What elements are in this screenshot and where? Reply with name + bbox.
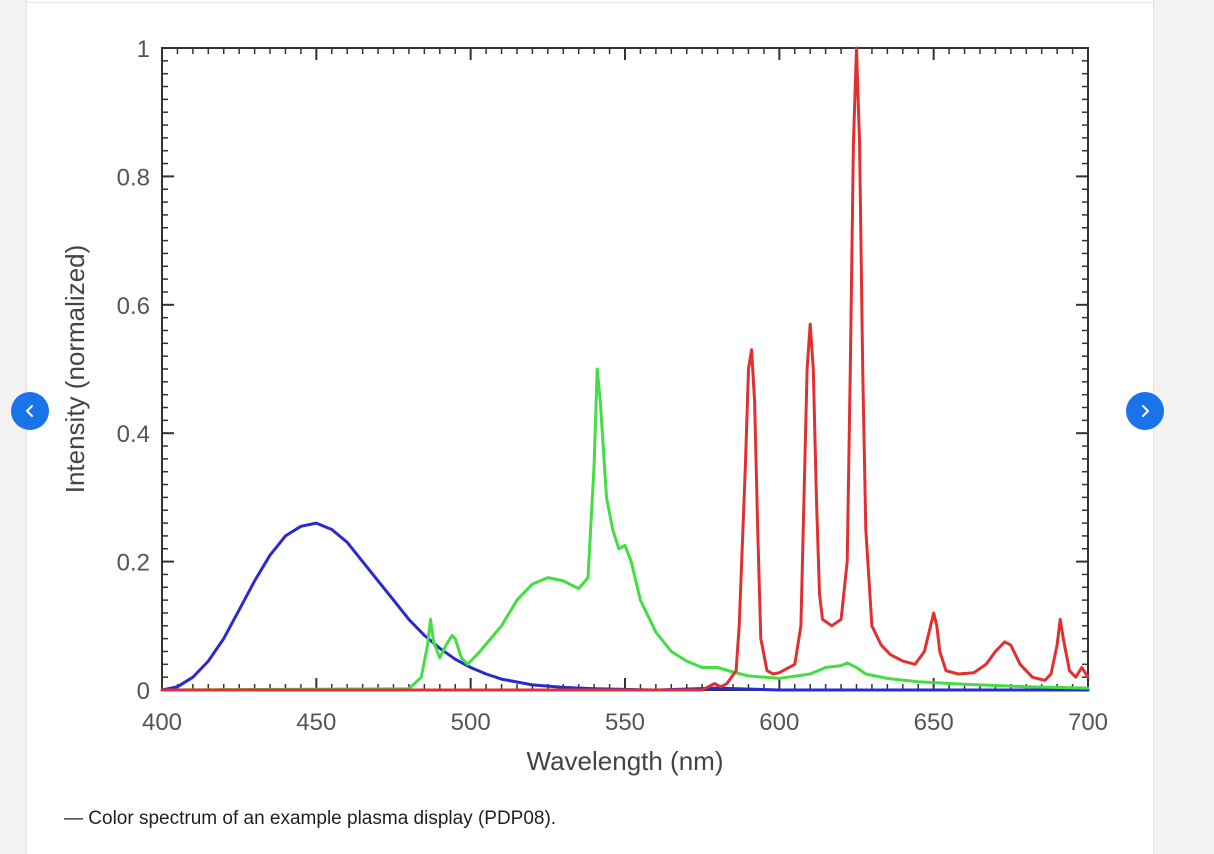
x-tick-label: 500 bbox=[451, 709, 491, 736]
y-tick-label: 0.2 bbox=[117, 550, 150, 577]
y-tick-label: 1 bbox=[137, 36, 150, 63]
content-card bbox=[26, 0, 1154, 854]
previous-button[interactable] bbox=[11, 392, 49, 430]
plot-frame bbox=[161, 47, 1089, 691]
y-tick-label: 0.6 bbox=[117, 293, 150, 320]
y-tick-label: 0.4 bbox=[117, 421, 150, 448]
y-tick-label: 0.8 bbox=[117, 164, 150, 191]
series-line-3 bbox=[160, 46, 1090, 692]
spectrum-chart: 400 450 500 550 600 650 700 0 0.2 0.4 0.6 0.8 1 Wavel… bbox=[60, 36, 1108, 776]
y-tick-label: 0 bbox=[137, 678, 150, 705]
chevron-right-icon bbox=[1138, 404, 1152, 418]
x-tick-label: 450 bbox=[296, 709, 336, 736]
x-tick-label: 400 bbox=[142, 709, 182, 736]
series-line-2 bbox=[160, 367, 1090, 692]
y-axis-title: Intensity (normalized) bbox=[60, 245, 90, 494]
x-axis-title: Wavelength (nm) bbox=[527, 746, 724, 776]
next-button[interactable] bbox=[1126, 392, 1164, 430]
x-tick-label: 650 bbox=[914, 709, 954, 736]
x-tick-label: 600 bbox=[759, 709, 799, 736]
x-tick-label: 700 bbox=[1068, 709, 1108, 736]
x-tick-label: 550 bbox=[605, 709, 645, 736]
chevron-left-icon bbox=[23, 404, 37, 418]
figure-caption: — Color spectrum of an example plasma di… bbox=[64, 808, 557, 829]
card-divider bbox=[27, 2, 1153, 3]
